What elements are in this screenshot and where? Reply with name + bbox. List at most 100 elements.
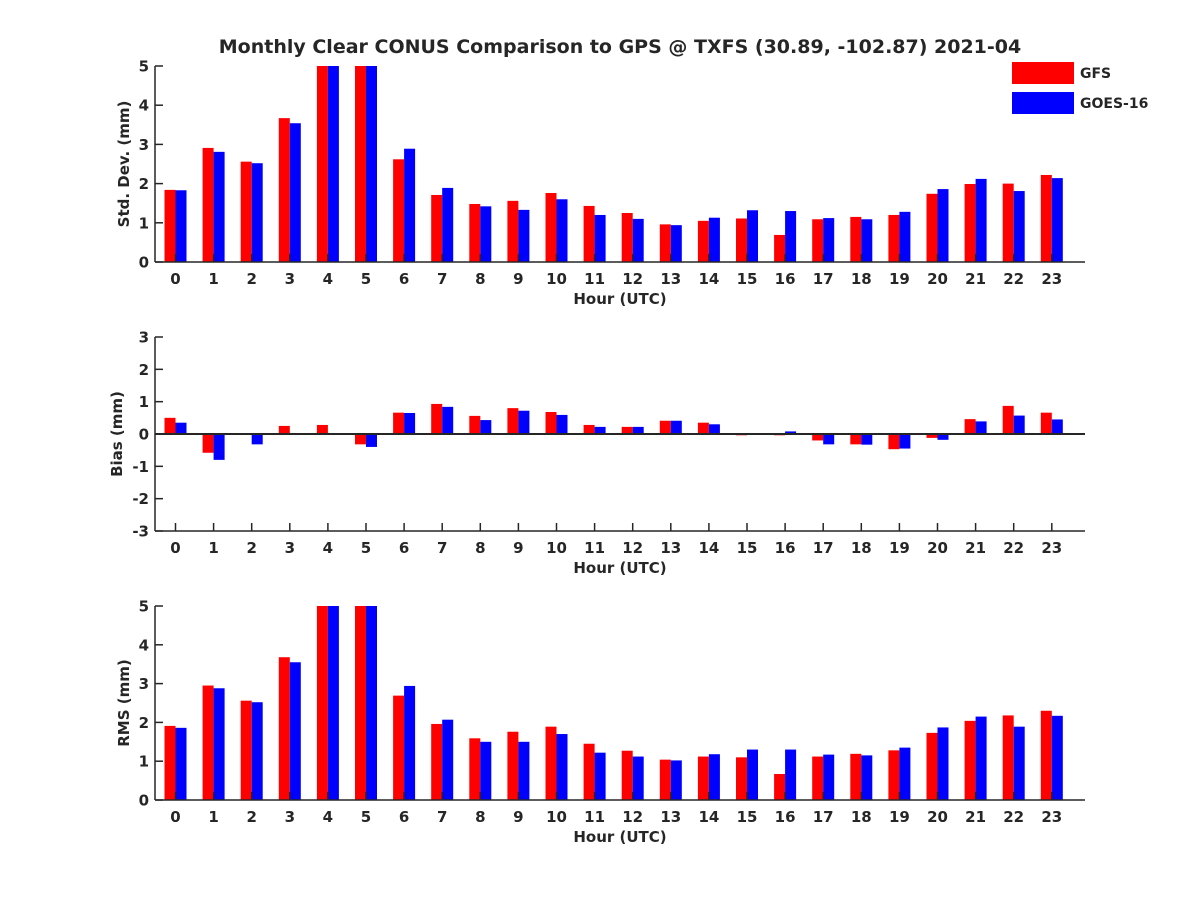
rms-xtick-label: 12: [622, 808, 643, 826]
std-bar-gfs-9: [507, 200, 519, 262]
bias-xtick-label: 4: [323, 539, 333, 557]
std-bar-goes16-7: [442, 187, 454, 262]
rms-bar-gfs-12: [621, 750, 633, 800]
std-bar-gfs-18: [850, 216, 862, 262]
std-bar-goes16-3: [289, 123, 301, 263]
bias-bar-gfs-18: [850, 434, 862, 445]
bias-bar-goes16-12: [632, 426, 644, 434]
std-xtick-label: 21: [965, 270, 986, 288]
rms-xtick-label: 2: [246, 808, 256, 826]
std-bar-goes16-11: [594, 214, 606, 262]
rms-bar-goes16-23: [1051, 715, 1063, 800]
std-bar-goes16-4: [327, 66, 339, 262]
rms-bar-gfs-3: [278, 657, 290, 800]
bias-bar-gfs-12: [621, 426, 633, 434]
std-bar-goes16-2: [251, 163, 263, 262]
bias-bar-gfs-17: [812, 434, 824, 441]
std-bar-goes16-23: [1051, 178, 1063, 262]
std-xtick-label: 16: [775, 270, 796, 288]
bias-xtick-label: 19: [889, 539, 910, 557]
bias-xtick-label: 23: [1041, 539, 1062, 557]
std-bar-gfs-20: [926, 193, 938, 262]
std-xtick-label: 18: [851, 270, 872, 288]
std-bar-gfs-22: [1002, 183, 1014, 262]
rms-bar-gfs-5: [355, 606, 366, 800]
std-bar-goes16-13: [670, 225, 682, 262]
chart-title: Monthly Clear CONUS Comparison to GPS @ …: [218, 36, 1022, 58]
std-xtick-label: 3: [285, 270, 295, 288]
std-xtick-label: 14: [698, 270, 719, 288]
bias-bar-gfs-23: [1040, 412, 1052, 434]
rms-bar-goes16-20: [937, 727, 949, 800]
std-xtick-label: 23: [1041, 270, 1062, 288]
bias-ylabel: Bias (mm): [108, 391, 126, 477]
bias-ytick-label: 0: [139, 426, 149, 444]
rms-ylabel: RMS (mm): [115, 659, 133, 746]
std-bar-goes16-10: [556, 199, 568, 262]
std-ytick-label: 3: [139, 136, 149, 154]
std-bar-goes16-14: [708, 217, 720, 262]
rms-xtick-label: 20: [927, 808, 948, 826]
bias-bar-gfs-0: [164, 417, 176, 434]
std-bar-gfs-16: [774, 234, 786, 262]
bias-bar-goes16-6: [404, 412, 416, 434]
std-xtick-label: 4: [323, 270, 333, 288]
bias-ytick-label: -3: [132, 523, 149, 541]
std-bar-goes16-0: [175, 190, 187, 262]
std-bar-gfs-2: [240, 161, 252, 262]
rms-xtick-label: 17: [813, 808, 834, 826]
bias-bar-gfs-22: [1002, 405, 1014, 434]
bias-bar-goes16-20: [937, 434, 949, 440]
rms-bar-gfs-2: [240, 700, 252, 800]
std-ytick-label: 0: [139, 254, 149, 272]
std-bar-goes16-8: [480, 206, 492, 262]
bias-bar-gfs-1: [202, 434, 214, 453]
bias-xtick-label: 1: [208, 539, 218, 557]
std-xtick-label: 2: [246, 270, 256, 288]
rms-xtick-label: 11: [584, 808, 605, 826]
bias-xtick-label: 8: [475, 539, 485, 557]
rms-bar-gfs-22: [1002, 715, 1014, 800]
std-bar-goes16-6: [404, 148, 416, 262]
std-bar-goes16-20: [937, 189, 949, 262]
std-xtick-label: 5: [361, 270, 371, 288]
std-bar-gfs-5: [355, 66, 366, 262]
bias-xtick-label: 21: [965, 539, 986, 557]
bias-bar-gfs-3: [278, 425, 290, 434]
rms-ytick-label: 0: [139, 792, 149, 810]
rms-xtick-label: 16: [775, 808, 796, 826]
std-xtick-label: 0: [170, 270, 180, 288]
bias-xtick-label: 5: [361, 539, 371, 557]
std-bar-goes16-16: [785, 211, 797, 262]
rms-bar-goes16-11: [594, 752, 606, 800]
bias-bar-goes16-9: [518, 410, 530, 434]
rms-bar-gfs-1: [202, 685, 214, 800]
rms-bar-goes16-18: [861, 755, 873, 800]
std-bar-gfs-17: [812, 219, 824, 262]
bias-bar-goes16-1: [213, 434, 225, 460]
rms-xtick-label: 8: [475, 808, 485, 826]
bias-ytick-label: -1: [132, 458, 149, 476]
rms-ytick-label: 5: [139, 598, 149, 616]
std-bar-goes16-5: [366, 66, 377, 262]
std-xtick-label: 22: [1003, 270, 1024, 288]
rms-ytick-label: 4: [139, 636, 149, 654]
bias-bar-gfs-5: [355, 434, 366, 445]
bias-xtick-label: 7: [437, 539, 447, 557]
std-bar-gfs-23: [1040, 174, 1052, 262]
bias-xtick-label: 12: [622, 539, 643, 557]
std-xtick-label: 11: [584, 270, 605, 288]
bias-xtick-label: 2: [246, 539, 256, 557]
bias-bar-gfs-11: [583, 424, 595, 434]
rms-xtick-label: 6: [399, 808, 409, 826]
std-xtick-label: 13: [660, 270, 681, 288]
rms-xtick-label: 21: [965, 808, 986, 826]
bias-ytick-label: -2: [132, 490, 149, 508]
bias-bar-goes16-10: [556, 414, 568, 434]
bias-bar-goes16-14: [708, 424, 720, 434]
std-bar-gfs-8: [469, 203, 481, 262]
rms-bar-goes16-14: [708, 754, 720, 800]
bias-ytick-label: 2: [139, 361, 149, 379]
std-bar-goes16-15: [747, 210, 758, 262]
